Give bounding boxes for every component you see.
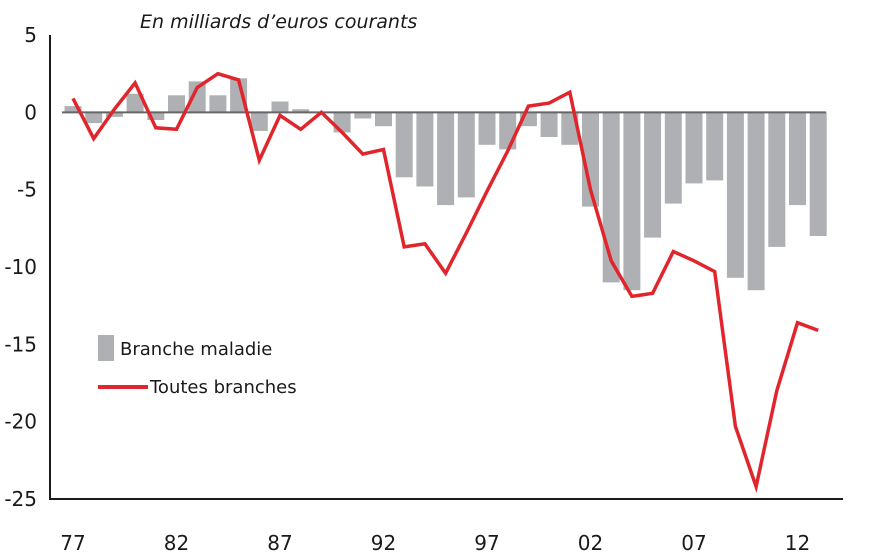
y-tick-label: -10: [4, 255, 37, 279]
y-tick-label: -5: [17, 178, 37, 202]
bar-1992: [375, 112, 392, 127]
bar-2009: [726, 112, 744, 278]
x-tick-labels: 77 82 87 92 97 02 07 12: [60, 531, 810, 555]
bar-2003: [602, 112, 620, 283]
legend-swatch-branche-maladie: [98, 335, 114, 361]
bar-2000: [540, 112, 558, 137]
y-tick-label: -15: [4, 332, 37, 356]
bar-2012: [789, 112, 806, 206]
bar-2005: [644, 112, 662, 238]
x-tick-label: 02: [578, 531, 603, 555]
bar-1998: [499, 112, 517, 150]
line-series-toutes-branches: [71, 71, 819, 494]
bar-1984: [209, 95, 227, 113]
y-tick-label: -25: [4, 487, 37, 511]
bar-series-branche-maladie: [64, 78, 827, 291]
chart-subtitle: En milliards d’euros courants: [140, 11, 417, 33]
bar-2010: [747, 112, 765, 291]
bar-1980: [126, 93, 144, 113]
bar-1993: [395, 112, 413, 178]
bar-1977: [64, 106, 82, 113]
legend-label-toutes-branches: Toutes branches: [149, 377, 297, 398]
x-tick-label: 92: [371, 531, 396, 555]
y-tick-labels: 5 0 -5 -10 -15 -20 -25: [4, 23, 37, 511]
bar-2007: [685, 112, 703, 184]
x-tick-label: 87: [267, 531, 292, 555]
bar-1997: [478, 112, 496, 145]
bar-2008: [706, 112, 724, 181]
bar-1986: [250, 112, 268, 131]
bar-1985: [230, 78, 248, 113]
x-tick-label: 12: [785, 531, 810, 555]
bar-1981: [147, 112, 165, 120]
bar-1996: [457, 112, 475, 198]
bar-2002: [582, 112, 599, 207]
bar-2011: [768, 112, 786, 247]
x-tick-label: 82: [164, 531, 189, 555]
bar-1995: [437, 112, 455, 206]
bar-2004: [623, 112, 641, 291]
bar-1982: [168, 95, 185, 113]
bar-1990: [333, 112, 351, 133]
legend-label-branche-maladie: Branche maladie: [120, 339, 272, 360]
bar-1994: [416, 112, 434, 187]
bar-1991: [354, 112, 372, 119]
y-tick-label: 0: [24, 100, 37, 124]
bar-2013: [809, 112, 827, 236]
bar-2006: [664, 112, 682, 204]
x-tick-label: 97: [474, 531, 499, 555]
bar-1979: [105, 112, 123, 117]
x-tick-label: 07: [681, 531, 706, 555]
line-toutes-branches: [71, 71, 819, 494]
y-tick-label: 5: [24, 23, 37, 47]
legend: Branche maladie Toutes branches: [98, 335, 297, 398]
bar-1978: [85, 112, 103, 124]
bar-1987: [271, 101, 289, 113]
bar-1988: [292, 109, 310, 113]
bar-1983: [188, 81, 206, 113]
y-tick-label: -20: [4, 410, 37, 434]
x-tick-label: 77: [60, 531, 85, 555]
